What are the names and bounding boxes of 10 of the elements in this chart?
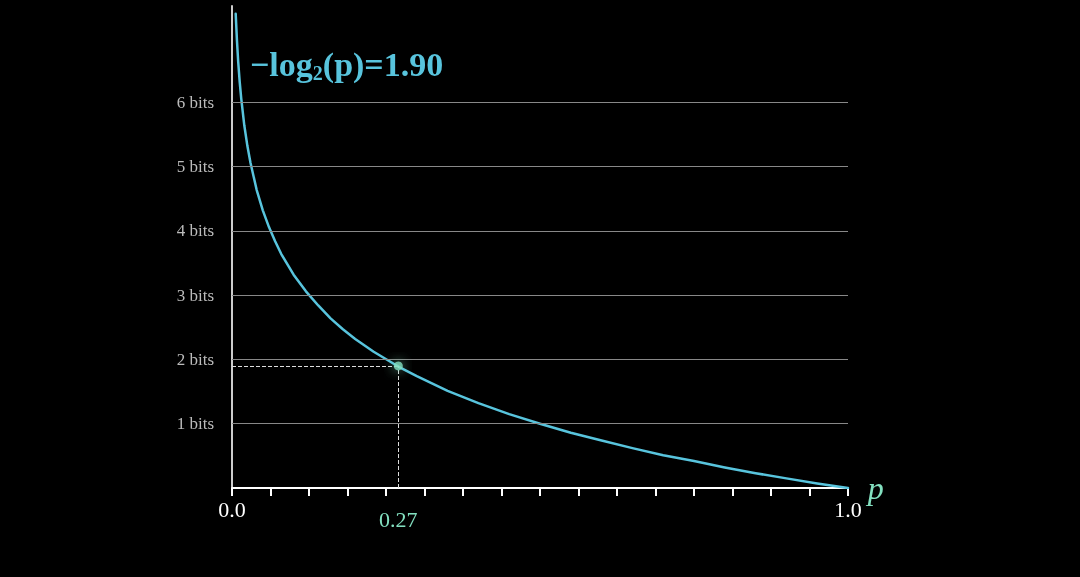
x-tick-label: 1.0 (834, 496, 862, 522)
x-tick-label: 0.0 (218, 496, 246, 522)
x-axis-title: p (865, 470, 884, 506)
y-tick-label: 2 bits (176, 349, 214, 369)
ref-line-label: 0.27 (379, 506, 418, 532)
y-tick-label: 1 bits (176, 414, 214, 434)
y-tick-label: 5 bits (176, 157, 214, 177)
y-tick-label: 4 bits (176, 221, 214, 241)
y-tick-label: 6 bits (176, 92, 214, 112)
y-tick-label: 3 bits (176, 285, 214, 305)
